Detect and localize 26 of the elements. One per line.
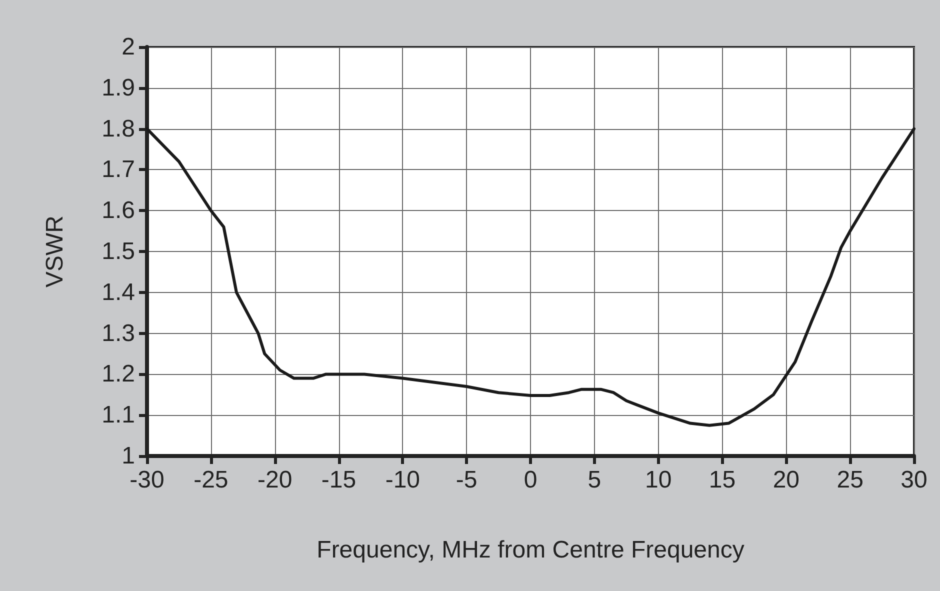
y-tick-label: 1.2	[102, 360, 135, 388]
x-tick-label: -20	[257, 466, 292, 494]
x-tick-label: 0	[524, 466, 538, 494]
x-tick-label: -5	[456, 466, 478, 494]
y-axis-title: VSWR	[42, 216, 68, 288]
y-tick-label: 1.3	[102, 320, 135, 347]
y-tick-label: 1.1	[102, 402, 135, 429]
y-tick-label: 1.9	[102, 74, 135, 102]
y-tick-label: 1.7	[102, 156, 135, 184]
x-axis-title: Frequency, MHz from Centre Frequency	[316, 536, 744, 564]
x-tick-label: 30	[900, 466, 928, 494]
y-tick-label: 1	[122, 442, 135, 470]
x-tick-label: -15	[321, 466, 356, 494]
y-tick-label: 2	[122, 34, 135, 60]
y-tick-label: 1.5	[102, 238, 135, 265]
y-tick-label: 1.6	[102, 197, 135, 224]
x-tick-label: 20	[772, 466, 800, 494]
x-tick-label: 25	[836, 466, 864, 494]
x-tick-label: -30	[130, 466, 164, 494]
x-tick-label: -10	[385, 466, 420, 494]
y-tick-label: 1.4	[102, 278, 135, 306]
x-tick-label: 10	[644, 466, 672, 494]
y-tick-label: 1.8	[102, 115, 135, 142]
x-tick-label: 5	[588, 466, 602, 494]
x-tick-label: -25	[194, 466, 228, 494]
x-tick-label: 15	[708, 466, 736, 494]
